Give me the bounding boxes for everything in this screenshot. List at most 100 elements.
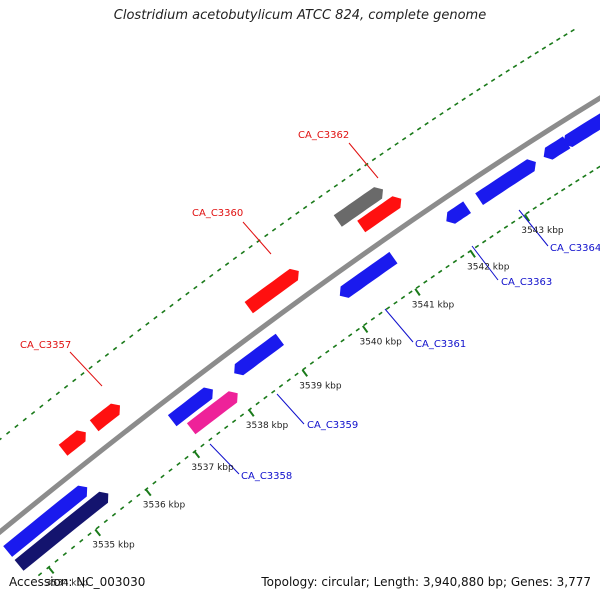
gene-label: CA_C3362 bbox=[298, 130, 349, 141]
inner-ring-dot bbox=[546, 197, 552, 201]
inner-ring-dot bbox=[561, 187, 566, 192]
inner-ring-dot bbox=[103, 519, 108, 524]
outer-ring-dot bbox=[104, 353, 110, 357]
inner-ring-dot bbox=[408, 290, 413, 295]
outer-ring-dot bbox=[371, 157, 377, 162]
outer-ring-dot bbox=[556, 37, 561, 42]
outer-ring-dot bbox=[129, 334, 134, 339]
tick-mark bbox=[47, 566, 55, 574]
tick-label: 3542 kbp bbox=[467, 262, 510, 272]
outer-ring-dot bbox=[271, 227, 277, 232]
outer-ring-dot bbox=[80, 372, 85, 376]
tick-mark bbox=[145, 488, 152, 497]
outer-ring-dot bbox=[5, 430, 11, 435]
outer-ring-dot bbox=[348, 173, 354, 178]
inner-ring-dot bbox=[176, 461, 181, 466]
genome-backbone bbox=[0, 95, 600, 536]
label-leader-line bbox=[209, 443, 240, 475]
inner-ring-dot bbox=[231, 419, 237, 424]
outer-ring-dot bbox=[193, 285, 198, 290]
gene-arrow-reverse bbox=[475, 159, 536, 205]
outer-ring-dot bbox=[0, 437, 2, 442]
outer-ring-dot bbox=[570, 28, 575, 33]
inner-ring-dot bbox=[532, 206, 537, 210]
outer-ring-dot bbox=[240, 250, 245, 255]
gene-arrow-forward bbox=[58, 430, 86, 456]
inner-ring-dot bbox=[539, 201, 545, 206]
inner-ring-dot bbox=[294, 372, 299, 377]
outer-ring-dot bbox=[287, 216, 292, 221]
tick-label: 3538 kbp bbox=[246, 421, 289, 431]
inner-ring-dot bbox=[363, 322, 368, 327]
outer-ring-dot bbox=[548, 41, 554, 46]
inner-ring-dot bbox=[79, 538, 84, 543]
label-leader-line bbox=[471, 245, 499, 281]
gene-labels: CA_C3357 CA_C3360 CA_C3362 CA_C3358 CA_C3359… bbox=[20, 130, 600, 482]
inner-ring-dot bbox=[286, 378, 291, 383]
inner-ring-dot bbox=[271, 389, 276, 394]
inner-ring-dot bbox=[553, 192, 559, 197]
outer-ring-dot bbox=[563, 33, 568, 37]
label-leader-line bbox=[276, 393, 305, 425]
inner-ring-dot bbox=[37, 572, 43, 577]
inner-ring-dot bbox=[224, 425, 229, 430]
outer-ring-dot bbox=[137, 328, 142, 332]
tick-mark bbox=[414, 288, 421, 296]
outer-ring-dot bbox=[379, 152, 384, 157]
inner-ring-dot bbox=[355, 327, 360, 332]
inner-ring-dot bbox=[452, 259, 458, 264]
outer-ring-dot bbox=[232, 256, 238, 261]
label-leader-line bbox=[348, 142, 379, 179]
inner-dotted-ring bbox=[37, 165, 600, 577]
outer-ring-dot bbox=[527, 55, 532, 59]
gene-arrow-reverse bbox=[543, 136, 571, 160]
inner-ring-dot bbox=[348, 333, 353, 338]
inner-ring-dot bbox=[216, 431, 221, 436]
outer-ring-dot bbox=[22, 417, 27, 422]
outer-ring-dot bbox=[505, 69, 510, 73]
outer-ring-dot bbox=[169, 303, 174, 308]
inner-ring-dot bbox=[62, 552, 67, 557]
outer-ring-dot bbox=[295, 211, 300, 215]
inner-ring-dot bbox=[589, 169, 594, 174]
gene-label: CA_C3357 bbox=[20, 340, 71, 351]
inner-ring-dot bbox=[325, 349, 330, 354]
inner-ring-dot bbox=[87, 532, 92, 537]
outer-ring-dot bbox=[177, 297, 182, 302]
inner-ring-dot bbox=[400, 295, 406, 300]
outer-ring-dot bbox=[72, 378, 77, 383]
gene-label: CA_C3361 bbox=[415, 339, 466, 350]
outer-ring-dot bbox=[47, 397, 52, 402]
outer-ring-dot bbox=[185, 291, 190, 296]
outer-ring-dot bbox=[401, 136, 407, 141]
inner-ring-dot bbox=[200, 443, 205, 448]
outer-ring-dot bbox=[468, 92, 474, 97]
gene-arrow-gray bbox=[333, 187, 383, 227]
outer-ring-dot bbox=[153, 315, 158, 320]
inner-ring-dot bbox=[128, 499, 133, 504]
outer-ring-dot bbox=[256, 239, 261, 243]
outer-ring-dot bbox=[341, 178, 346, 183]
label-leader-line bbox=[384, 308, 414, 343]
outer-dotted-ring bbox=[0, 28, 575, 442]
gene-arrow-dark bbox=[14, 491, 109, 571]
outer-ring-dot bbox=[224, 262, 230, 266]
inner-ring-dot bbox=[467, 249, 472, 254]
inner-ring-dot bbox=[415, 285, 421, 289]
inner-ring-dot bbox=[575, 178, 580, 183]
outer-ring-dot bbox=[424, 121, 429, 126]
outer-ring-dot bbox=[88, 365, 93, 370]
inner-ring-dot bbox=[385, 306, 391, 310]
outer-ring-dot bbox=[145, 321, 150, 326]
outer-ring-dot bbox=[394, 142, 399, 146]
tick-label: 3534 kbp bbox=[46, 578, 89, 588]
outer-ring-dot bbox=[14, 424, 19, 429]
outer-ring-dot bbox=[498, 73, 503, 78]
genome-summary-text: Topology: circular; Length: 3,940,880 bp… bbox=[261, 575, 591, 589]
outer-ring-dot bbox=[310, 200, 315, 204]
label-leader-line bbox=[69, 351, 103, 387]
tick-label: 3540 kbp bbox=[359, 337, 402, 347]
inner-ring-dot bbox=[489, 234, 494, 239]
inner-ring-dot bbox=[393, 300, 398, 305]
outer-ring-dot bbox=[209, 273, 214, 278]
